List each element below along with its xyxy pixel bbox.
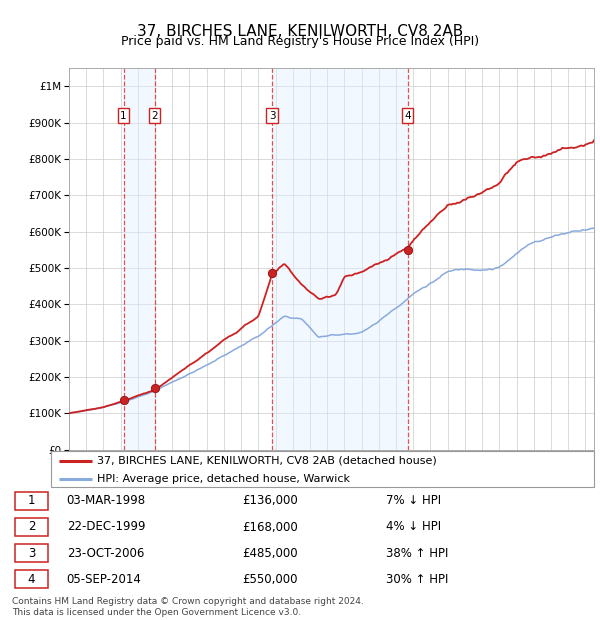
Text: 2: 2 xyxy=(151,111,158,121)
Text: 37, BIRCHES LANE, KENILWORTH, CV8 2AB (detached house): 37, BIRCHES LANE, KENILWORTH, CV8 2AB (d… xyxy=(97,456,437,466)
FancyBboxPatch shape xyxy=(15,570,48,588)
Text: Contains HM Land Registry data © Crown copyright and database right 2024.
This d: Contains HM Land Registry data © Crown c… xyxy=(12,598,364,617)
Text: 7% ↓ HPI: 7% ↓ HPI xyxy=(386,495,442,507)
Text: 4: 4 xyxy=(28,573,35,585)
FancyBboxPatch shape xyxy=(15,518,48,536)
Text: 3: 3 xyxy=(28,547,35,559)
Text: £168,000: £168,000 xyxy=(242,521,298,533)
Text: Price paid vs. HM Land Registry's House Price Index (HPI): Price paid vs. HM Land Registry's House … xyxy=(121,35,479,48)
Text: 03-MAR-1998: 03-MAR-1998 xyxy=(67,495,146,507)
Text: £485,000: £485,000 xyxy=(242,547,298,559)
FancyBboxPatch shape xyxy=(15,544,48,562)
Text: 1: 1 xyxy=(120,111,127,121)
Text: 38% ↑ HPI: 38% ↑ HPI xyxy=(386,547,449,559)
Text: 2: 2 xyxy=(28,521,35,533)
Text: 4% ↓ HPI: 4% ↓ HPI xyxy=(386,521,442,533)
Text: 30% ↑ HPI: 30% ↑ HPI xyxy=(386,573,449,585)
Text: 1: 1 xyxy=(28,495,35,507)
FancyBboxPatch shape xyxy=(51,451,594,487)
Bar xyxy=(272,68,407,450)
Text: 05-SEP-2014: 05-SEP-2014 xyxy=(67,573,142,585)
Text: 22-DEC-1999: 22-DEC-1999 xyxy=(67,521,145,533)
Text: 23-OCT-2006: 23-OCT-2006 xyxy=(67,547,144,559)
FancyBboxPatch shape xyxy=(15,492,48,510)
Bar xyxy=(124,68,155,450)
Text: £136,000: £136,000 xyxy=(242,495,298,507)
Text: 4: 4 xyxy=(404,111,411,121)
Text: HPI: Average price, detached house, Warwick: HPI: Average price, detached house, Warw… xyxy=(97,474,350,484)
Text: 3: 3 xyxy=(269,111,275,121)
Text: £550,000: £550,000 xyxy=(242,573,298,585)
Text: 37, BIRCHES LANE, KENILWORTH, CV8 2AB: 37, BIRCHES LANE, KENILWORTH, CV8 2AB xyxy=(137,24,463,38)
